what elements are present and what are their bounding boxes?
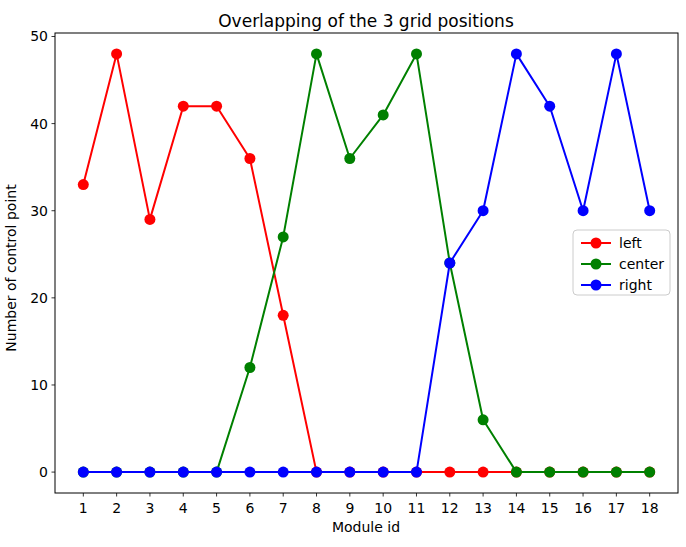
right-marker bbox=[444, 258, 455, 269]
center-marker bbox=[611, 467, 622, 478]
legend-marker bbox=[591, 259, 602, 270]
matplotlib-figure: 12345678910111213141516171801020304050le… bbox=[0, 0, 686, 547]
y-tick-label: 10 bbox=[30, 377, 48, 393]
y-tick-label: 20 bbox=[30, 290, 48, 306]
x-tick-label: 1 bbox=[79, 500, 88, 516]
center-marker bbox=[411, 48, 422, 59]
left-marker bbox=[278, 310, 289, 321]
left-marker bbox=[111, 48, 122, 59]
center-marker bbox=[244, 362, 255, 373]
x-tick-label: 7 bbox=[279, 500, 288, 516]
right-marker bbox=[78, 467, 89, 478]
center-marker bbox=[578, 467, 589, 478]
right-marker bbox=[478, 205, 489, 216]
x-tick-label: 5 bbox=[212, 500, 221, 516]
right-marker bbox=[311, 467, 322, 478]
right-marker bbox=[544, 101, 555, 112]
x-axis: 123456789101112131415161718 bbox=[79, 493, 659, 516]
y-tick-label: 40 bbox=[30, 116, 48, 132]
x-tick-label: 4 bbox=[179, 500, 188, 516]
y-axis-label: Number of control point bbox=[3, 184, 19, 352]
left-marker bbox=[211, 101, 222, 112]
x-tick-label: 12 bbox=[441, 500, 459, 516]
legend-marker bbox=[591, 280, 602, 291]
center-line bbox=[83, 54, 649, 472]
right-line bbox=[83, 54, 649, 472]
line-chart: 12345678910111213141516171801020304050le… bbox=[0, 0, 686, 547]
x-tick-label: 11 bbox=[408, 500, 426, 516]
right-marker bbox=[344, 467, 355, 478]
legend-label: right bbox=[619, 277, 652, 293]
left-line bbox=[83, 54, 649, 472]
right-marker bbox=[578, 205, 589, 216]
left-marker bbox=[144, 214, 155, 225]
x-tick-label: 17 bbox=[607, 500, 625, 516]
x-tick-label: 18 bbox=[641, 500, 659, 516]
center-marker bbox=[644, 467, 655, 478]
right-marker bbox=[111, 467, 122, 478]
x-tick-label: 10 bbox=[374, 500, 392, 516]
y-tick-label: 30 bbox=[30, 203, 48, 219]
series-left bbox=[78, 48, 655, 477]
center-marker bbox=[511, 467, 522, 478]
right-marker bbox=[378, 467, 389, 478]
x-tick-label: 9 bbox=[345, 500, 354, 516]
legend-label: center bbox=[619, 256, 664, 272]
center-marker bbox=[378, 109, 389, 120]
series-center bbox=[78, 48, 655, 477]
legend-marker bbox=[591, 238, 602, 249]
left-marker bbox=[444, 467, 455, 478]
y-tick-label: 0 bbox=[39, 464, 48, 480]
center-marker bbox=[311, 48, 322, 59]
center-marker bbox=[278, 231, 289, 242]
center-marker bbox=[344, 153, 355, 164]
right-marker bbox=[611, 48, 622, 59]
x-tick-label: 3 bbox=[145, 500, 154, 516]
legend: left center right bbox=[573, 230, 670, 295]
x-tick-label: 2 bbox=[112, 500, 121, 516]
left-marker bbox=[478, 467, 489, 478]
x-tick-label: 16 bbox=[574, 500, 592, 516]
x-axis-label: Module id bbox=[332, 519, 400, 535]
plot-area: 12345678910111213141516171801020304050le… bbox=[30, 28, 678, 516]
x-tick-label: 14 bbox=[508, 500, 526, 516]
left-marker bbox=[244, 153, 255, 164]
legend-label: left bbox=[619, 235, 642, 251]
x-tick-label: 15 bbox=[541, 500, 559, 516]
series-right bbox=[78, 48, 655, 477]
y-axis: 0 10 20 30 40 50 bbox=[30, 28, 55, 480]
x-tick-label: 6 bbox=[245, 500, 254, 516]
left-marker bbox=[78, 179, 89, 190]
chart-title: Overlapping of the 3 grid positions bbox=[218, 11, 514, 31]
center-marker bbox=[478, 414, 489, 425]
x-tick-label: 13 bbox=[474, 500, 492, 516]
center-marker bbox=[544, 467, 555, 478]
right-marker bbox=[144, 467, 155, 478]
y-tick-label: 50 bbox=[30, 28, 48, 44]
x-tick-label: 8 bbox=[312, 500, 321, 516]
right-marker bbox=[178, 467, 189, 478]
right-marker bbox=[211, 467, 222, 478]
right-marker bbox=[411, 467, 422, 478]
left-marker bbox=[178, 101, 189, 112]
right-marker bbox=[278, 467, 289, 478]
right-marker bbox=[644, 205, 655, 216]
right-marker bbox=[244, 467, 255, 478]
right-marker bbox=[511, 48, 522, 59]
